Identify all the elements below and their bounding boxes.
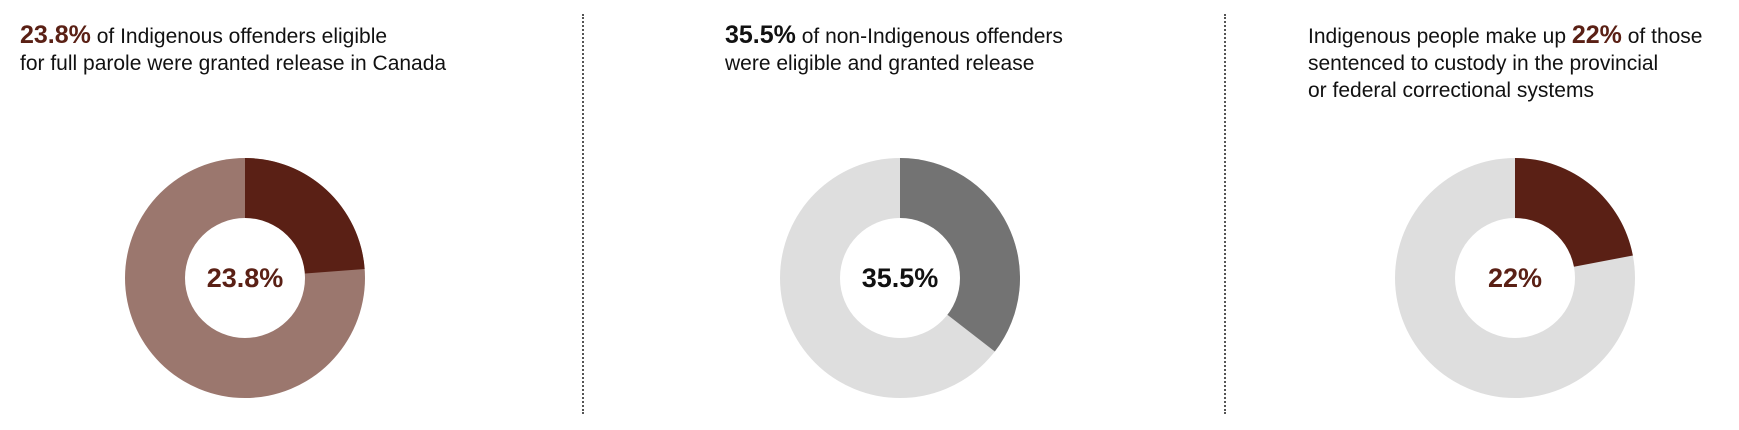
caption-text: of non-Indigenous offenders xyxy=(795,25,1063,48)
donut-center-label: 35.5% xyxy=(862,263,939,293)
caption-text: Indigenous people make up xyxy=(1308,25,1572,48)
caption-line: 23.8% of Indigenous offenders eligible xyxy=(20,22,446,50)
divider-2 xyxy=(1224,14,1226,414)
divider-1 xyxy=(582,14,584,414)
donut-center-label: 22% xyxy=(1488,263,1542,293)
caption-line: for full parole were granted release in … xyxy=(20,50,446,77)
donut-center-label: 23.8% xyxy=(207,263,284,293)
caption-text: of Indigenous offenders eligible xyxy=(90,25,388,48)
caption-percentage: 23.8% xyxy=(20,21,91,49)
chart-panel-1: 23.8% of Indigenous offenders eligible f… xyxy=(0,0,580,430)
donut-hole xyxy=(840,218,960,338)
caption-percentage: 22% xyxy=(1571,21,1622,49)
caption-line: 35.5% of non-Indigenous offenders xyxy=(725,22,1063,50)
caption-line: were eligible and granted release xyxy=(725,50,1063,77)
donut-chart-2: 35.5% xyxy=(780,158,1020,398)
chart-panel-3: Indigenous people make up 22% of those s… xyxy=(1226,0,1739,430)
donut-chart-1: 23.8% xyxy=(125,158,365,398)
caption-text: for full parole were granted release in … xyxy=(20,52,447,75)
donut-svg: 23.8% xyxy=(125,158,365,398)
caption-3: Indigenous people make up 22% of those s… xyxy=(1308,22,1702,104)
caption-line: Indigenous people make up 22% of those xyxy=(1308,22,1702,50)
caption-text: of those xyxy=(1621,25,1703,48)
donut-hole xyxy=(185,218,305,338)
donut-hole xyxy=(1455,218,1575,338)
caption-line: sentenced to custody in the provincial xyxy=(1308,50,1702,77)
donut-svg: 35.5% xyxy=(780,158,1020,398)
donut-svg: 22% xyxy=(1395,158,1635,398)
chart-panel-2: 35.5% of non-Indigenous offenders were e… xyxy=(584,0,1224,430)
caption-text: were eligible and granted release xyxy=(725,52,1035,75)
caption-percentage: 35.5% xyxy=(725,21,796,49)
donut-chart-3: 22% xyxy=(1395,158,1635,398)
caption-text: or federal correctional systems xyxy=(1308,79,1594,102)
caption-1: 23.8% of Indigenous offenders eligible f… xyxy=(20,22,446,77)
caption-line: or federal correctional systems xyxy=(1308,77,1702,104)
caption-text: sentenced to custody in the provincial xyxy=(1308,52,1659,75)
caption-2: 35.5% of non-Indigenous offenders were e… xyxy=(725,22,1063,77)
donut-slice xyxy=(900,158,1020,352)
